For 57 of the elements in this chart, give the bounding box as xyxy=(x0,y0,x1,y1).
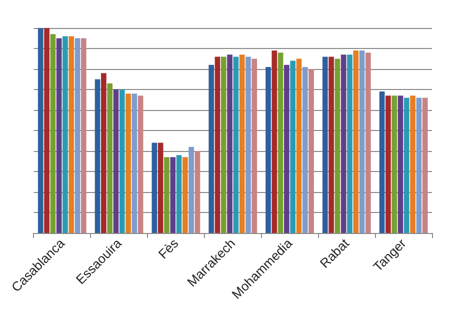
bar xyxy=(328,56,334,233)
bar xyxy=(164,157,170,233)
bar xyxy=(94,79,100,233)
bar xyxy=(44,28,50,233)
bar xyxy=(246,56,251,233)
bar xyxy=(158,142,164,233)
bar xyxy=(194,151,200,233)
bar xyxy=(101,73,106,233)
bar xyxy=(138,96,144,233)
bar xyxy=(392,96,398,233)
bar xyxy=(113,90,119,233)
bar xyxy=(214,56,220,233)
bar xyxy=(266,66,271,233)
bar xyxy=(353,50,359,233)
bar xyxy=(107,83,112,233)
bar xyxy=(132,94,138,233)
bar xyxy=(80,38,86,233)
bar xyxy=(422,98,428,233)
bar xyxy=(56,38,62,233)
bar xyxy=(68,36,74,233)
bar xyxy=(340,54,346,233)
bar xyxy=(119,90,125,233)
x-tick-label: Fès xyxy=(155,235,182,262)
bar xyxy=(176,155,182,233)
bar xyxy=(182,157,188,233)
bar xyxy=(398,96,404,233)
bar xyxy=(416,98,422,233)
bar xyxy=(284,64,290,233)
bar xyxy=(220,56,226,233)
bar xyxy=(152,142,158,233)
bar xyxy=(296,58,302,233)
bar xyxy=(252,58,258,233)
bar xyxy=(322,56,328,233)
bar xyxy=(233,56,239,233)
bar xyxy=(278,52,284,233)
bar xyxy=(62,36,68,233)
bar xyxy=(347,54,352,233)
bar xyxy=(404,98,410,233)
bar xyxy=(302,66,308,233)
bar xyxy=(386,96,391,233)
bar xyxy=(126,94,131,233)
bar xyxy=(359,50,365,233)
bar xyxy=(38,28,44,233)
bar xyxy=(379,92,385,233)
bar xyxy=(308,69,314,233)
bar xyxy=(227,54,232,233)
bar xyxy=(334,58,340,233)
bar xyxy=(208,64,214,233)
bar xyxy=(365,52,371,233)
bar xyxy=(272,50,278,233)
bar xyxy=(239,54,245,233)
bar xyxy=(170,157,176,233)
bar xyxy=(74,38,80,233)
bar xyxy=(188,146,194,233)
bar xyxy=(410,96,416,233)
bar xyxy=(290,60,296,233)
bar xyxy=(50,34,56,233)
